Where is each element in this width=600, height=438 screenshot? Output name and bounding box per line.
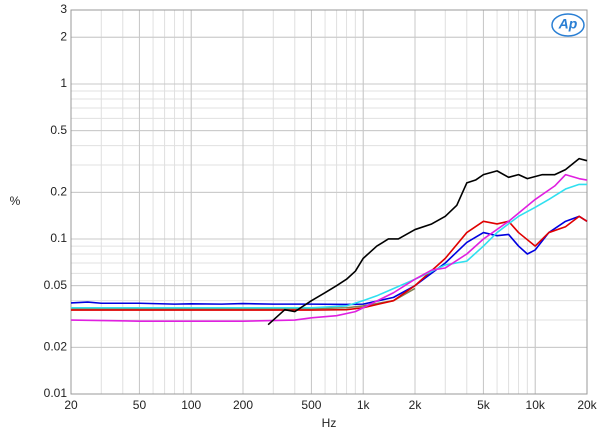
x-tick-label: 10k: [526, 398, 546, 412]
y-tick-label: 3: [60, 2, 67, 16]
y-tick-label: 0.5: [50, 123, 67, 137]
y-tick-label: 2: [60, 29, 67, 43]
x-tick-label: 20k: [577, 398, 597, 412]
y-tick-label: 0.05: [44, 278, 68, 292]
x-tick-label: 500: [301, 398, 321, 412]
series-line: [71, 215, 588, 311]
plot: 0.01 0.02 0.05 0.1 0.2 0.5 1 2 3 20 50 100 200 500 1k 2…: [44, 2, 598, 412]
plot-frame: [70, 9, 588, 395]
logo: Ap: [558, 16, 578, 32]
series-line: [70, 215, 588, 306]
y-tick-label: 0.02: [44, 340, 68, 354]
series-line: [71, 183, 587, 309]
x-tick-label: 100: [181, 398, 201, 412]
y-tick-label: 0.01: [44, 386, 68, 400]
x-tick-label: 1k: [357, 398, 371, 412]
logo-ring: [551, 13, 585, 37]
x-tick-label: 20: [64, 398, 78, 412]
y-tick-label: 1: [60, 76, 67, 90]
x-tick-label: 200: [233, 398, 253, 412]
y-axis-label: %: [10, 194, 21, 208]
x-axis-label: Hz: [322, 416, 337, 430]
series-line: [70, 173, 588, 322]
x-tick-label: 5k: [477, 398, 491, 412]
series-line: [267, 157, 588, 326]
x-tick-label: 50: [133, 398, 147, 412]
y-tick-label: 0.1: [50, 231, 67, 245]
x-tick-label: 2k: [409, 398, 423, 412]
y-tick-label: 0.2: [50, 184, 67, 198]
